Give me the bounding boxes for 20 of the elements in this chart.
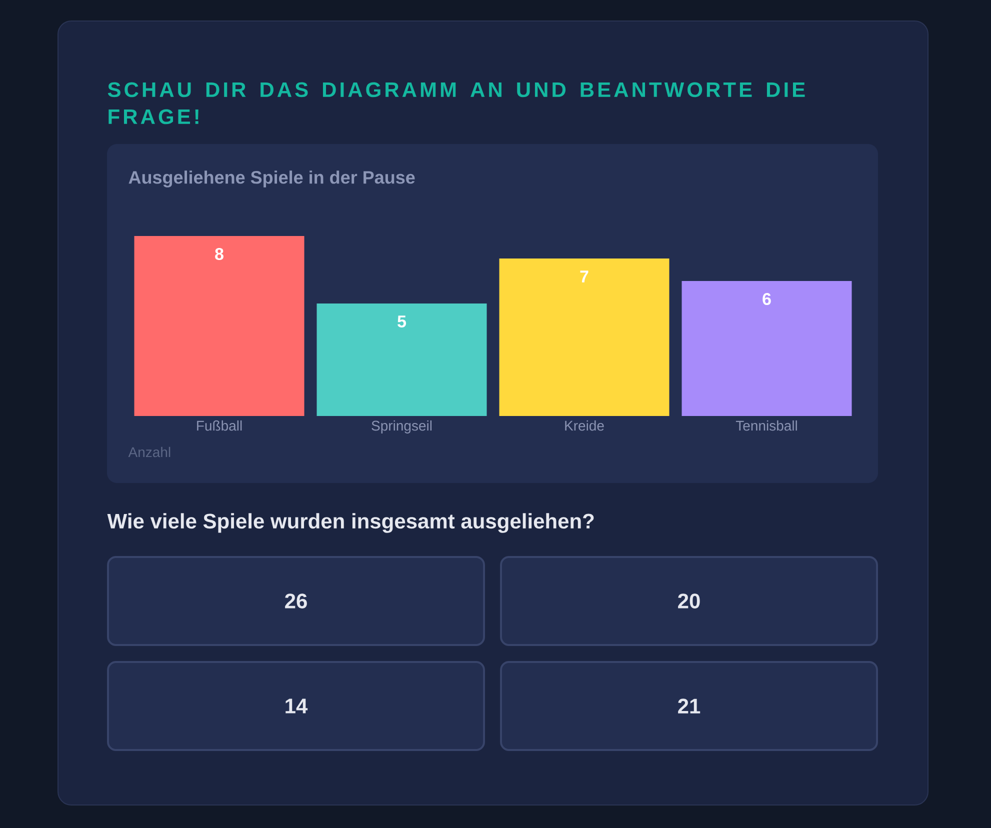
bar: [316, 304, 487, 416]
text: SCHAU DIR DAS DIAGRAMM AN UND BEANTWORTE DIE FRAGE!: [108, 82, 805, 124]
x-tick-label: Kreide: [565, 420, 604, 431]
data-label: 6: [762, 292, 771, 306]
text: Anzahl: [128, 446, 170, 458]
text: Wie viele Spiele wurden insgesamt ausgeliehen?: [107, 513, 594, 533]
data-label: 7: [580, 270, 588, 282]
text: 26: [285, 594, 307, 608]
text: 21: [678, 698, 700, 714]
data-label: 5: [398, 316, 406, 328]
x-tick-label: Fußball: [197, 420, 242, 431]
bar: [682, 281, 852, 416]
data-label: 8: [215, 248, 224, 260]
chart-title: Ausgeliehene Spiele in der Pause: [128, 170, 415, 188]
x-tick-label: Springseil: [372, 420, 432, 434]
x-tick-label: Tennisball: [736, 420, 797, 431]
text: 20: [678, 594, 700, 608]
text: 14: [286, 698, 308, 714]
bar: [499, 258, 670, 416]
bar: [134, 236, 304, 416]
